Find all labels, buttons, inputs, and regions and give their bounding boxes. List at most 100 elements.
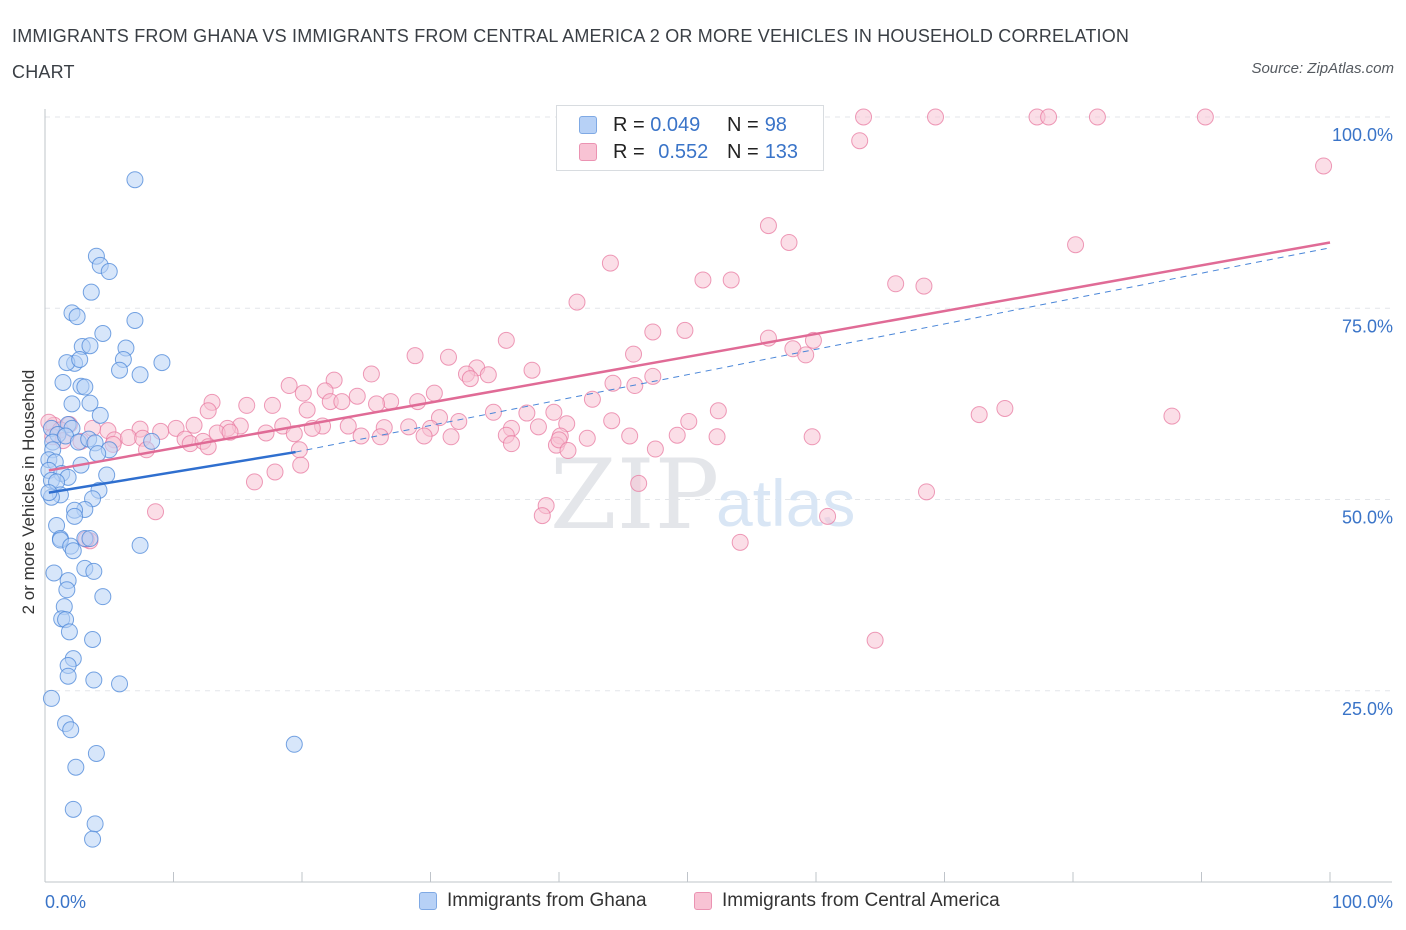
ghana-point-79	[42, 689, 60, 707]
watermark: ZIP atlas	[550, 439, 855, 551]
central-america-point-102	[415, 427, 433, 445]
trend-lines	[48, 241, 1331, 494]
central-america-point-48	[409, 393, 427, 411]
ghana-point-84	[67, 758, 85, 776]
ghana-point-76	[59, 667, 77, 685]
legend-r-value-central-america: 0.552	[658, 140, 709, 163]
y-tick-label-50: 50.0%	[1342, 508, 1393, 528]
central-america-point-27	[439, 348, 457, 366]
ghana-point-35	[143, 432, 161, 450]
central-america-point-2	[927, 108, 945, 126]
central-america-point-100	[352, 427, 370, 445]
ghana-point-6	[68, 308, 86, 326]
central-america-point-67	[450, 412, 468, 430]
central-america-point-13	[694, 271, 712, 289]
central-america-point-25	[625, 345, 643, 363]
central-america-point-121	[918, 483, 936, 501]
ghana-point-77	[85, 671, 103, 689]
central-america-point-21	[644, 323, 662, 341]
ghana-point-16	[71, 351, 89, 369]
central-america-point-52	[199, 402, 217, 420]
ghana-point-21	[76, 378, 94, 396]
central-america-point-62	[603, 412, 621, 430]
central-america-point-36	[280, 377, 298, 395]
central-america-point-118	[292, 456, 310, 474]
series-ghana-points	[40, 171, 303, 848]
ghana-point-59	[81, 530, 99, 548]
central-america-point-70	[400, 418, 418, 436]
series-legend-label-ghana: Immigrants from Ghana	[447, 890, 647, 911]
ghana-point-87	[84, 830, 102, 848]
series-central-america-points	[40, 108, 1333, 649]
central-america-point-16	[887, 275, 905, 293]
legend-r-value-ghana: 0.049	[650, 113, 701, 136]
central-america-point-44	[263, 396, 281, 414]
ghana-point-73	[84, 630, 102, 648]
central-america-point-113	[646, 440, 664, 458]
ghana-point-86	[86, 815, 104, 833]
central-america-point-49	[368, 395, 386, 413]
central-america-point-47	[382, 393, 400, 411]
ghana-point-23	[63, 395, 81, 413]
ghana-point-17	[111, 361, 129, 379]
ghana-point-64	[85, 562, 103, 580]
ghana-point-60	[131, 536, 149, 554]
central-america-point-19	[804, 331, 822, 349]
central-america-point-59	[970, 406, 988, 424]
legend-n-value-central-america: 133	[764, 140, 799, 163]
central-america-point-11	[1067, 236, 1085, 254]
central-america-point-7	[851, 132, 869, 150]
tick-labels: 25.0% 50.0% 75.0% 100.0% 0.0% 100.0%	[45, 125, 1393, 912]
central-america-point-17	[568, 293, 586, 311]
central-america-point-4	[1040, 108, 1058, 126]
ghana-point-54	[66, 507, 84, 525]
central-america-point-53	[298, 401, 316, 419]
legend-swatch-central-america	[579, 143, 597, 161]
trend-line-ghana	[48, 450, 296, 494]
y-tick-label-25: 25.0%	[1342, 699, 1393, 719]
central-america-point-50	[238, 396, 256, 414]
central-america-point-30	[461, 370, 479, 388]
central-america-point-97	[221, 423, 239, 441]
central-america-point-115	[290, 441, 308, 459]
legend-row-central-america: R = 0.552 N = 133	[579, 140, 798, 164]
ghana-point-83	[87, 744, 105, 762]
central-america-point-56	[545, 403, 563, 421]
central-america-point-43	[583, 390, 601, 408]
central-america-point-132	[559, 442, 577, 460]
central-america-point-38	[425, 384, 443, 402]
legend-row-ghana: R = 0.049 N = 98	[579, 113, 787, 137]
y-axis-label: 2 or more Vehicles in Household	[19, 370, 38, 615]
legend-n-label-ghana: N =	[727, 113, 759, 136]
central-america-point-111	[502, 435, 520, 453]
legend-n-label-central-america: N =	[727, 140, 759, 163]
central-america-point-57	[709, 402, 727, 420]
central-america-point-119	[245, 473, 263, 491]
legend-n-value-ghana: 98	[764, 113, 787, 136]
x-tick-label-0: 0.0%	[45, 892, 86, 912]
central-america-point-40	[294, 384, 312, 402]
central-america-point-61	[680, 412, 698, 430]
y-tick-label-75: 75.0%	[1342, 316, 1393, 336]
ghana-point-4	[82, 283, 100, 301]
watermark-atlas: atlas	[716, 466, 855, 540]
central-america-point-107	[621, 427, 639, 445]
central-america-point-14	[722, 271, 740, 289]
central-america-point-10	[780, 233, 798, 251]
ghana-point-22	[81, 394, 99, 412]
trend-line-central-america	[48, 241, 1331, 472]
series-legend-swatch-central-america	[694, 892, 712, 910]
central-america-point-60	[1163, 407, 1181, 425]
central-america-point-128	[866, 631, 884, 649]
central-america-point-58	[996, 399, 1014, 417]
central-america-point-125	[147, 503, 165, 521]
series-legend-ghana: Immigrants from Ghana	[419, 890, 647, 912]
central-america-point-24	[797, 346, 815, 364]
ghana-point-10	[81, 337, 99, 355]
central-america-point-106	[578, 429, 596, 447]
ghana-point-25	[91, 406, 109, 424]
central-america-point-108	[668, 426, 686, 444]
central-america-point-33	[362, 365, 380, 383]
central-america-point-6	[1196, 108, 1214, 126]
